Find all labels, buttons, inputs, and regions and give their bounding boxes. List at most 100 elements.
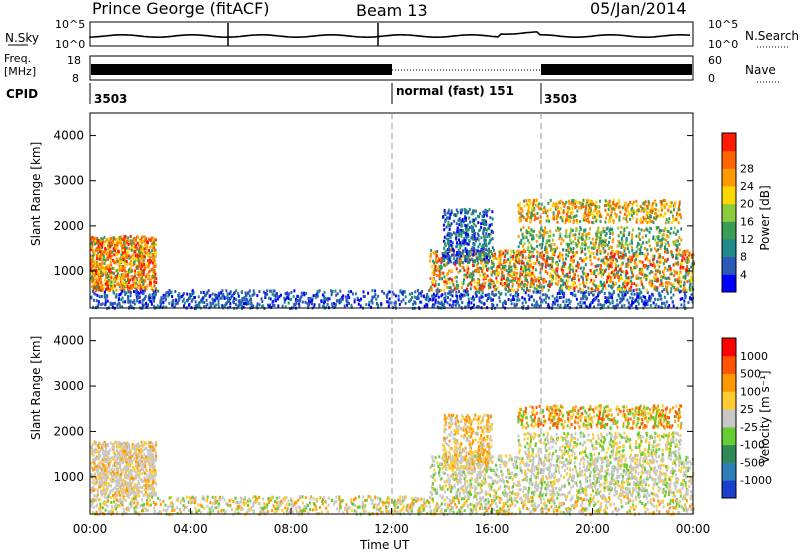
echo-cell [91, 285, 94, 289]
echo-cell [447, 210, 450, 214]
echo-cell [519, 219, 522, 223]
echo-cell [456, 226, 459, 230]
echo-cell [107, 283, 110, 287]
echo-cell [659, 297, 662, 301]
echo-cell [589, 280, 592, 284]
echo-cell [571, 258, 574, 262]
echo-cell [115, 293, 118, 297]
echo-cell [516, 288, 519, 292]
echo-cell [159, 304, 162, 308]
echo-cell [488, 247, 490, 251]
echo-cell [544, 246, 547, 250]
echo-cell [514, 261, 517, 265]
echo-cell [127, 276, 130, 280]
echo-cell [458, 304, 461, 308]
echo-cell [244, 299, 247, 303]
echo-cell [685, 265, 688, 269]
echo-cell [501, 301, 504, 305]
echo-cell [419, 291, 422, 295]
echo-cell [373, 295, 376, 299]
echo-cell [518, 259, 521, 263]
echo-cell [546, 304, 549, 308]
echo-cell [501, 274, 504, 278]
echo-cell [124, 234, 127, 238]
echo-cell [139, 267, 142, 271]
echo-cell [603, 204, 606, 208]
echo-cell [586, 276, 589, 280]
echo-cell [625, 279, 627, 283]
echo-cell [449, 239, 452, 243]
echo-cell [664, 242, 667, 246]
echo-cell [303, 293, 306, 297]
echo-cell [524, 250, 527, 253]
echo-cell [472, 211, 475, 215]
echo-cell [622, 270, 625, 274]
echo-cell [447, 258, 450, 262]
echo-cell [646, 252, 649, 256]
echo-cell [197, 295, 200, 299]
echo-cell [514, 294, 517, 298]
echo-cell [283, 296, 286, 300]
echo-cell [544, 208, 547, 212]
echo-cell [660, 206, 663, 210]
echo-cell [543, 285, 546, 289]
echo-cell [132, 257, 135, 261]
echo-cell [680, 238, 683, 242]
echo-cell [680, 303, 683, 307]
echo-cell [574, 206, 577, 209]
echo-cell [545, 296, 548, 300]
echo-cell [612, 200, 615, 204]
echo-cell [548, 219, 551, 223]
echo-cell [466, 302, 469, 306]
echo-cell [526, 248, 529, 251]
echo-cell [123, 235, 126, 238]
echo-cell [448, 281, 451, 285]
echo-cell [402, 290, 405, 294]
echo-cell [435, 257, 438, 261]
echo-cell [537, 205, 540, 209]
echo-cell [569, 238, 572, 242]
echo-cell [568, 234, 571, 238]
echo-cell [137, 243, 140, 247]
echo-cell [149, 299, 152, 303]
echo-cell [167, 294, 170, 298]
echo-cell [104, 247, 107, 251]
echo-cell [140, 236, 143, 240]
echo-cell [140, 253, 143, 257]
echo-cell [115, 257, 118, 261]
echo-cell [435, 250, 437, 254]
echo-cell [162, 293, 165, 297]
echo-cell [639, 205, 642, 209]
echo-cell [549, 283, 552, 287]
echo-cell [565, 235, 568, 239]
echo-cell [556, 205, 558, 209]
echo-cell [495, 265, 498, 269]
echo-cell [645, 274, 648, 278]
echo-cell [619, 251, 622, 255]
echo-cell [608, 229, 611, 233]
echo-cell [343, 304, 346, 308]
echo-cell [592, 202, 595, 206]
echo-cell [167, 290, 170, 294]
echo-cell [346, 303, 349, 307]
echo-cell [603, 243, 606, 247]
echo-cell [611, 284, 614, 288]
echo-cell [527, 206, 530, 210]
echo-cell [665, 300, 668, 304]
echo-cell [572, 250, 574, 254]
echo-cell [132, 246, 135, 250]
echo-cell [537, 261, 540, 264]
echo-cell [129, 262, 132, 266]
echo-cell [112, 241, 115, 245]
echo-cell [547, 201, 550, 205]
echo-cell [672, 204, 675, 208]
echo-cell [381, 290, 384, 293]
echo-cell [587, 211, 590, 215]
echo-cell [113, 260, 116, 264]
echo-cell [92, 259, 95, 262]
echo-cell [647, 211, 650, 215]
echo-cell [620, 256, 623, 260]
echo-cell [554, 302, 556, 306]
echo-cell [122, 258, 125, 262]
echo-cell [465, 236, 468, 240]
